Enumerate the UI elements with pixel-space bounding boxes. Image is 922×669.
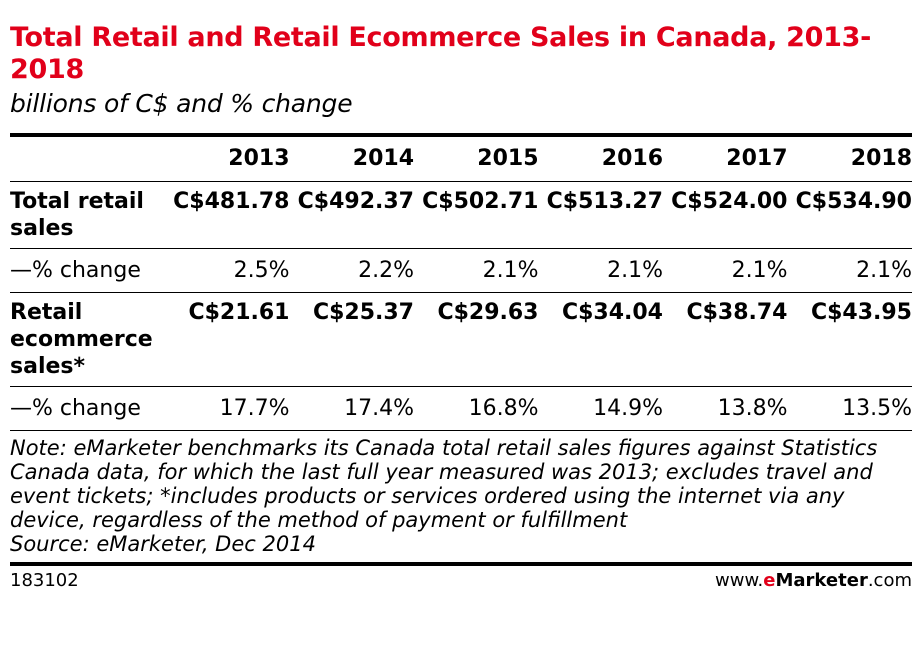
chart-title: Total Retail and Retail Ecommerce Sales …: [10, 22, 872, 85]
table-cell: 2.1%: [663, 247, 788, 292]
table-bottom-rule: [10, 429, 912, 431]
header-row: 2013 2014 2015 2016 2017 2018: [10, 137, 912, 181]
table-cell: C$492.37: [289, 180, 414, 248]
brand-url[interactable]: www.eMarketer.com: [715, 570, 912, 591]
row-label: —% change: [10, 247, 165, 292]
brand-prefix: www.: [715, 569, 764, 591]
table-cell: C$38.74: [663, 291, 788, 386]
table-cell: C$34.04: [538, 291, 663, 386]
table-row-total-retail-change: —% change 2.5% 2.2% 2.1% 2.1% 2.1% 2.1%: [10, 247, 912, 292]
year-header: 2017: [726, 146, 788, 172]
year-header: 2018: [850, 146, 912, 172]
corner-cell: [10, 137, 165, 181]
table-cell: C$481.78: [165, 180, 290, 248]
table-cell: C$502.71: [414, 180, 539, 248]
table-cell: C$43.95: [787, 291, 912, 386]
source-text: Source: eMarketer, Dec 2014: [10, 531, 316, 556]
chart-id: 183102: [10, 569, 79, 591]
year-header: 2014: [352, 146, 414, 172]
brand-suffix: .com: [867, 569, 912, 591]
table-cell: 2.1%: [538, 247, 663, 292]
row-label: Total retail sales: [10, 180, 165, 248]
table-cell: C$513.27: [538, 180, 663, 248]
data-table: 2013 2014 2015 2016 2017 2018 Total reta…: [10, 137, 912, 430]
table-cell: 16.8%: [414, 385, 539, 430]
table-cell: C$21.61: [165, 291, 290, 386]
table-cell: C$25.37: [289, 291, 414, 386]
footnotes: Note: eMarketer benchmarks its Canada to…: [10, 431, 912, 562]
year-header: 2015: [477, 146, 539, 172]
row-label: Retail ecommerce sales*: [10, 291, 165, 386]
table-cell: 17.7%: [165, 385, 290, 430]
table-cell: C$524.00: [663, 180, 788, 248]
table-cell: 13.8%: [663, 385, 788, 430]
table-cell: 13.5%: [787, 385, 912, 430]
footer-rule: [10, 561, 912, 566]
table-cell: 14.9%: [538, 385, 663, 430]
table-row-total-retail: Total retail sales C$481.78 C$492.37 C$5…: [10, 180, 912, 248]
top-rule: [10, 133, 912, 137]
table-row-ecommerce: Retail ecommerce sales* C$21.61 C$25.37 …: [10, 291, 912, 386]
table-cell: 2.5%: [165, 247, 290, 292]
row-label: —% change: [10, 385, 165, 430]
chart-subtitle: billions of C$ and % change: [10, 89, 353, 118]
table-cell: 2.2%: [289, 247, 414, 292]
table-cell: C$534.90: [787, 180, 912, 248]
table-cell: 2.1%: [414, 247, 539, 292]
table-cell: 2.1%: [787, 247, 912, 292]
table-cell: C$29.63: [414, 291, 539, 386]
note-text: Note: eMarketer benchmarks its Canada to…: [10, 435, 878, 532]
year-header: 2016: [601, 146, 663, 172]
table-cell: 17.4%: [289, 385, 414, 430]
brand-e: e: [763, 569, 776, 591]
table-row-ecommerce-change: —% change 17.7% 17.4% 16.8% 14.9% 13.8% …: [10, 385, 912, 430]
year-header: 2013: [228, 146, 290, 172]
brand-name: Marketer: [775, 569, 868, 591]
footer: 183102 www.eMarketer.com: [10, 566, 912, 591]
